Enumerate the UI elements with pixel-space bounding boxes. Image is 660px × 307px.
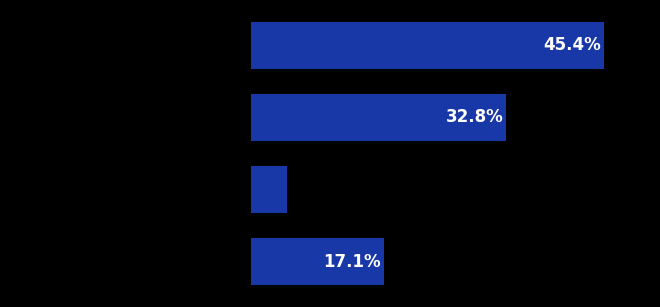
Bar xyxy=(251,94,506,141)
Text: 45.4%: 45.4% xyxy=(544,36,601,54)
Bar xyxy=(251,166,287,213)
Text: 17.1%: 17.1% xyxy=(323,253,381,271)
Text: 32.8%: 32.8% xyxy=(446,108,503,126)
Bar xyxy=(251,238,384,285)
Bar xyxy=(251,22,605,69)
